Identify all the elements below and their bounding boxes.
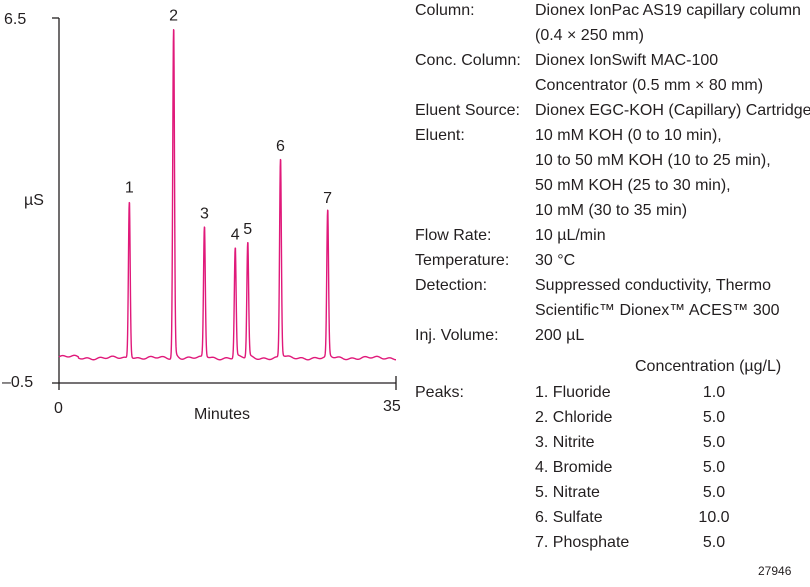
condition-value-eluent-1: 10 mM KOH (0 to 10 min), bbox=[535, 127, 722, 144]
peak-label-7: 7 bbox=[323, 190, 332, 207]
peak-row-name: 1. Fluoride bbox=[535, 384, 611, 401]
condition-key-flow-rate: Flow Rate: bbox=[415, 227, 492, 244]
x-tick-label-start: 0 bbox=[54, 400, 63, 417]
condition-value-flow-rate: 10 µL/min bbox=[535, 227, 606, 244]
condition-key-detection: Detection: bbox=[415, 277, 488, 294]
condition-value-column-2: (0.4 × 250 mm) bbox=[535, 27, 644, 44]
peak-row-name: 3. Nitrite bbox=[535, 434, 595, 451]
condition-value-temperature: 30 °C bbox=[535, 252, 576, 269]
peaks-heading: Peaks: bbox=[415, 384, 464, 401]
condition-key-column: Column: bbox=[415, 2, 475, 19]
condition-key-eluent-source: Eluent Source: bbox=[415, 102, 520, 119]
concentration-header: Concentration (µg/L) bbox=[635, 358, 782, 375]
peak-row-conc: 5.0 bbox=[702, 534, 726, 551]
peak-row-conc: 5.0 bbox=[702, 409, 726, 426]
peak-row-conc: 10.0 bbox=[698, 509, 730, 526]
y-tick-label-max: 6.5 bbox=[4, 11, 27, 28]
chromatogram-trace bbox=[58, 29, 397, 361]
condition-value-column-1: Dionex IonPac AS19 capillary column bbox=[535, 2, 801, 19]
peak-row-name: 2. Chloride bbox=[535, 409, 613, 426]
condition-value-eluent-source: Dionex EGC-KOH (Capillary) Cartridge bbox=[535, 102, 810, 119]
peak-row-name: 5. Nitrate bbox=[535, 484, 600, 501]
peak-label-2: 2 bbox=[169, 7, 178, 24]
y-axis-label: µS bbox=[24, 192, 44, 209]
peak-row-conc: 5.0 bbox=[702, 434, 726, 451]
chromatogram-chart: 1 2 3 4 5 6 7 bbox=[52, 7, 397, 390]
figure-number: 27946 bbox=[758, 564, 792, 578]
condition-key-temperature: Temperature: bbox=[415, 252, 510, 269]
condition-value-eluent-2: 10 to 50 mM KOH (10 to 25 min), bbox=[535, 152, 771, 169]
x-axis-label: Minutes bbox=[194, 406, 251, 423]
condition-key-inj-volume: Inj. Volume: bbox=[415, 327, 499, 344]
condition-value-detection-2: Scientific™ Dionex™ ACES™ 300 bbox=[535, 302, 780, 319]
peak-row-conc: 5.0 bbox=[702, 484, 726, 501]
condition-key-eluent: Eluent: bbox=[415, 127, 465, 144]
peak-row-conc: 1.0 bbox=[702, 384, 726, 401]
condition-value-inj-volume: 200 µL bbox=[535, 327, 585, 344]
condition-key-conc-column: Conc. Column: bbox=[415, 52, 521, 69]
condition-value-conc-column-1: Dionex IonSwift MAC-100 bbox=[535, 52, 719, 69]
peak-row-conc: 5.0 bbox=[702, 459, 726, 476]
peak-labels: 1 2 3 4 5 6 7 bbox=[125, 7, 332, 243]
x-tick-label-end: 35 bbox=[383, 398, 401, 415]
peak-label-1: 1 bbox=[125, 180, 134, 197]
condition-value-detection-1: Suppressed conductivity, Thermo bbox=[535, 277, 771, 294]
peak-row-name: 4. Bromide bbox=[535, 459, 613, 476]
y-tick-label-min: –0.5 bbox=[2, 374, 34, 391]
peak-row-name: 6. Sulfate bbox=[535, 509, 603, 526]
condition-value-conc-column-2: Concentrator (0.5 mm × 80 mm) bbox=[535, 77, 764, 94]
condition-value-eluent-3: 50 mM KOH (25 to 30 min), bbox=[535, 177, 731, 194]
peak-label-6: 6 bbox=[276, 138, 285, 155]
condition-value-eluent-4: 10 mM (30 to 35 min) bbox=[535, 202, 688, 219]
peak-label-3: 3 bbox=[200, 206, 209, 223]
peak-label-5: 5 bbox=[243, 221, 252, 238]
peak-row-name: 7. Phosphate bbox=[535, 534, 630, 551]
peak-label-4: 4 bbox=[231, 226, 240, 243]
